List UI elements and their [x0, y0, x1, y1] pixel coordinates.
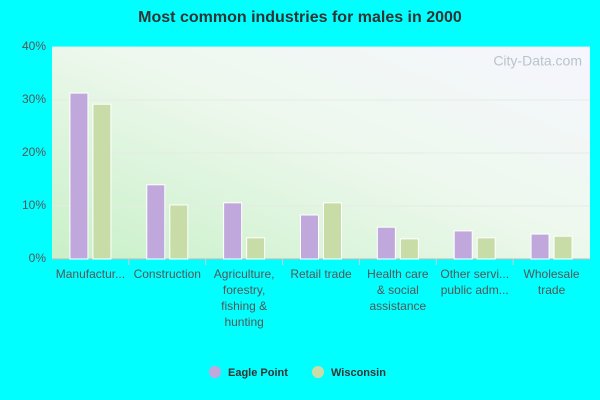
x-tick-label: Agriculture, forestry, fishing & hunting — [214, 267, 275, 329]
chart-title: Most common industries for males in 2000 — [138, 9, 462, 26]
watermark: City-Data.com — [493, 53, 582, 69]
legend-label: Eagle Point — [228, 367, 288, 379]
bar — [476, 237, 496, 260]
legend-marker — [312, 366, 324, 378]
x-tick-label: Wholesale trade — [524, 267, 580, 297]
bar — [223, 202, 243, 260]
x-tick-label: Manufactur... — [56, 267, 125, 281]
bar — [169, 204, 189, 260]
bar — [92, 103, 112, 260]
legend-marker — [209, 366, 221, 378]
y-tick-label: 0% — [29, 251, 47, 265]
y-tick-label: 30% — [22, 92, 46, 106]
bar — [300, 214, 319, 260]
bar — [69, 92, 89, 260]
legend-label: Wisconsin — [331, 367, 386, 379]
bar — [399, 238, 419, 260]
bar — [376, 226, 396, 260]
bar — [553, 235, 573, 260]
bar — [453, 230, 473, 260]
x-tick-label: Construction — [134, 267, 201, 281]
x-tick-label: Health care & social assistance — [367, 267, 429, 313]
y-tick-label: 40% — [22, 39, 46, 53]
x-tick-label: Other servi... public adm... — [440, 267, 509, 297]
bar — [246, 237, 266, 260]
y-tick-label: 10% — [22, 198, 46, 212]
bar — [146, 184, 166, 260]
bar — [530, 233, 550, 260]
x-tick-label: Retail trade — [290, 267, 352, 281]
bar — [323, 202, 342, 260]
y-tick-label: 20% — [22, 145, 46, 159]
